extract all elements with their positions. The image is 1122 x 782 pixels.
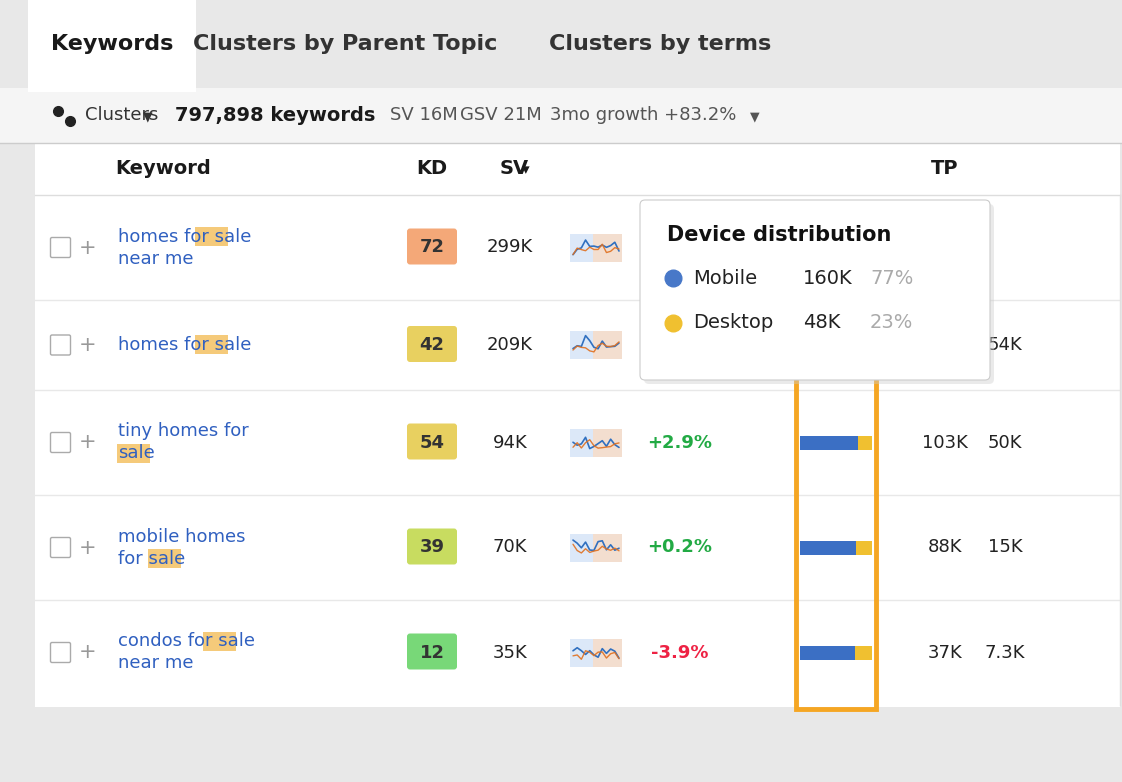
- Bar: [800, 645, 855, 659]
- Bar: [857, 436, 872, 450]
- Bar: [594, 331, 622, 359]
- Text: 54: 54: [420, 433, 444, 451]
- Text: homes for sale: homes for sale: [118, 228, 251, 246]
- FancyBboxPatch shape: [640, 200, 990, 380]
- Text: SV: SV: [500, 160, 530, 178]
- Text: +: +: [80, 238, 96, 257]
- Text: 70K: 70K: [493, 539, 527, 557]
- Text: TP: TP: [931, 160, 959, 178]
- Bar: [203, 632, 236, 651]
- Bar: [570, 533, 622, 561]
- Text: homes for sale: homes for sale: [118, 336, 251, 354]
- Text: near me: near me: [118, 249, 193, 267]
- Text: 15K: 15K: [987, 539, 1022, 557]
- Bar: [0, 0, 1122, 88]
- Text: Desktop: Desktop: [693, 314, 773, 332]
- Text: KD: KD: [416, 160, 448, 178]
- Text: 797,898 keywords: 797,898 keywords: [175, 106, 376, 125]
- FancyBboxPatch shape: [50, 643, 71, 662]
- Text: ▼: ▼: [749, 110, 760, 123]
- Text: mobile homes: mobile homes: [118, 528, 246, 546]
- Bar: [117, 443, 150, 462]
- Text: +2.9%: +2.9%: [647, 433, 712, 451]
- Text: 3mo growth +83.2%: 3mo growth +83.2%: [550, 106, 736, 124]
- Text: 39: 39: [420, 539, 444, 557]
- FancyBboxPatch shape: [407, 424, 457, 460]
- Text: 160K: 160K: [803, 268, 853, 288]
- Text: 48K: 48K: [803, 314, 840, 332]
- FancyBboxPatch shape: [50, 335, 71, 355]
- Text: 88K: 88K: [928, 539, 963, 557]
- Bar: [148, 548, 182, 568]
- Text: 103K: 103K: [922, 433, 968, 451]
- Text: 77%: 77%: [870, 268, 913, 288]
- Bar: [800, 338, 855, 352]
- Text: sale: sale: [118, 444, 155, 462]
- Text: +: +: [80, 335, 96, 355]
- Bar: [594, 429, 622, 457]
- Text: -3.9%: -3.9%: [651, 644, 709, 662]
- Text: 201K: 201K: [922, 239, 968, 256]
- Text: 35K: 35K: [493, 644, 527, 662]
- Bar: [195, 335, 228, 354]
- Text: 94K: 94K: [493, 433, 527, 451]
- Bar: [855, 338, 872, 352]
- Text: Device distribution: Device distribution: [666, 225, 891, 245]
- FancyBboxPatch shape: [50, 432, 71, 453]
- Text: for sale: for sale: [118, 550, 185, 568]
- Text: 72: 72: [420, 239, 444, 256]
- Text: near me: near me: [118, 655, 193, 673]
- Bar: [570, 331, 622, 359]
- Bar: [35, 143, 1120, 707]
- Bar: [195, 227, 228, 246]
- Text: Clusters by terms: Clusters by terms: [549, 34, 771, 54]
- FancyBboxPatch shape: [644, 204, 994, 384]
- Text: 54K: 54K: [987, 336, 1022, 354]
- Text: 248K: 248K: [922, 336, 968, 354]
- Bar: [570, 429, 622, 457]
- FancyBboxPatch shape: [50, 238, 71, 257]
- Bar: [855, 645, 872, 659]
- Text: 209K: 209K: [487, 336, 533, 354]
- Text: SV 16M: SV 16M: [390, 106, 458, 124]
- Text: ▼: ▼: [142, 110, 153, 123]
- Text: 299K: 299K: [487, 239, 533, 256]
- Text: 12: 12: [420, 644, 444, 662]
- FancyBboxPatch shape: [407, 326, 457, 362]
- Bar: [594, 638, 622, 666]
- Bar: [594, 234, 622, 261]
- Text: Clusters by Parent Topic: Clusters by Parent Topic: [193, 34, 497, 54]
- Text: Clusters: Clusters: [85, 106, 158, 124]
- Text: +0.2%: +0.2%: [647, 539, 712, 557]
- Bar: [800, 540, 856, 554]
- Text: ▾: ▾: [522, 163, 530, 178]
- FancyBboxPatch shape: [407, 633, 457, 669]
- Text: condos for sale: condos for sale: [118, 633, 255, 651]
- Text: 50K: 50K: [987, 433, 1022, 451]
- Text: Keyword: Keyword: [114, 160, 211, 178]
- Bar: [856, 540, 872, 554]
- FancyBboxPatch shape: [407, 529, 457, 565]
- Bar: [570, 638, 622, 666]
- FancyBboxPatch shape: [50, 537, 71, 558]
- Text: 7.3K: 7.3K: [985, 644, 1026, 662]
- Text: +: +: [80, 432, 96, 453]
- Text: +: +: [80, 643, 96, 662]
- Bar: [28, 0, 196, 92]
- Bar: [594, 533, 622, 561]
- Bar: [570, 234, 622, 261]
- Bar: [800, 436, 857, 450]
- Bar: [0, 88, 1122, 143]
- Text: Mobile: Mobile: [693, 268, 757, 288]
- Text: GSV 21M: GSV 21M: [460, 106, 542, 124]
- Text: tiny homes for: tiny homes for: [118, 422, 249, 440]
- Text: +: +: [80, 537, 96, 558]
- Text: 37K: 37K: [928, 644, 963, 662]
- Text: 42: 42: [420, 336, 444, 354]
- FancyBboxPatch shape: [407, 228, 457, 264]
- Text: Keywords: Keywords: [50, 34, 173, 54]
- Text: 23%: 23%: [870, 314, 913, 332]
- Text: +3.8%: +3.8%: [647, 336, 712, 354]
